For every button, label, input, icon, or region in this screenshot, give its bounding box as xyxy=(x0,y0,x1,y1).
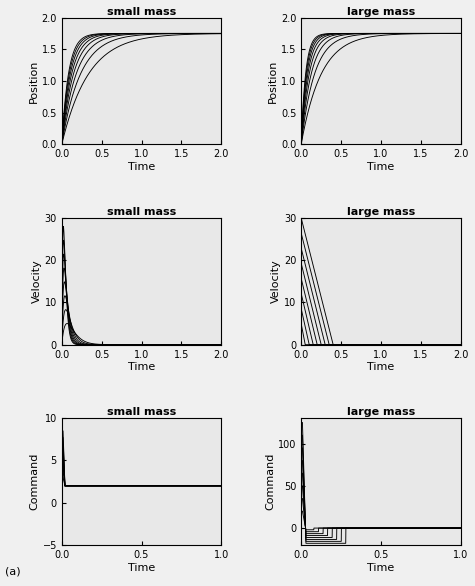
X-axis label: Time: Time xyxy=(128,563,155,573)
Y-axis label: Command: Command xyxy=(30,453,40,510)
X-axis label: Time: Time xyxy=(367,162,395,172)
Title: small mass: small mass xyxy=(107,7,176,17)
X-axis label: Time: Time xyxy=(367,563,395,573)
X-axis label: Time: Time xyxy=(367,362,395,372)
Y-axis label: Velocity: Velocity xyxy=(271,260,281,303)
Title: small mass: small mass xyxy=(107,207,176,217)
Y-axis label: Position: Position xyxy=(28,59,39,103)
X-axis label: Time: Time xyxy=(128,362,155,372)
Y-axis label: Command: Command xyxy=(265,453,275,510)
Title: small mass: small mass xyxy=(107,407,176,417)
Y-axis label: Velocity: Velocity xyxy=(32,260,42,303)
Title: large mass: large mass xyxy=(347,7,415,17)
X-axis label: Time: Time xyxy=(128,162,155,172)
Text: (a): (a) xyxy=(5,566,20,576)
Title: large mass: large mass xyxy=(347,407,415,417)
Y-axis label: Position: Position xyxy=(268,59,278,103)
Title: large mass: large mass xyxy=(347,207,415,217)
